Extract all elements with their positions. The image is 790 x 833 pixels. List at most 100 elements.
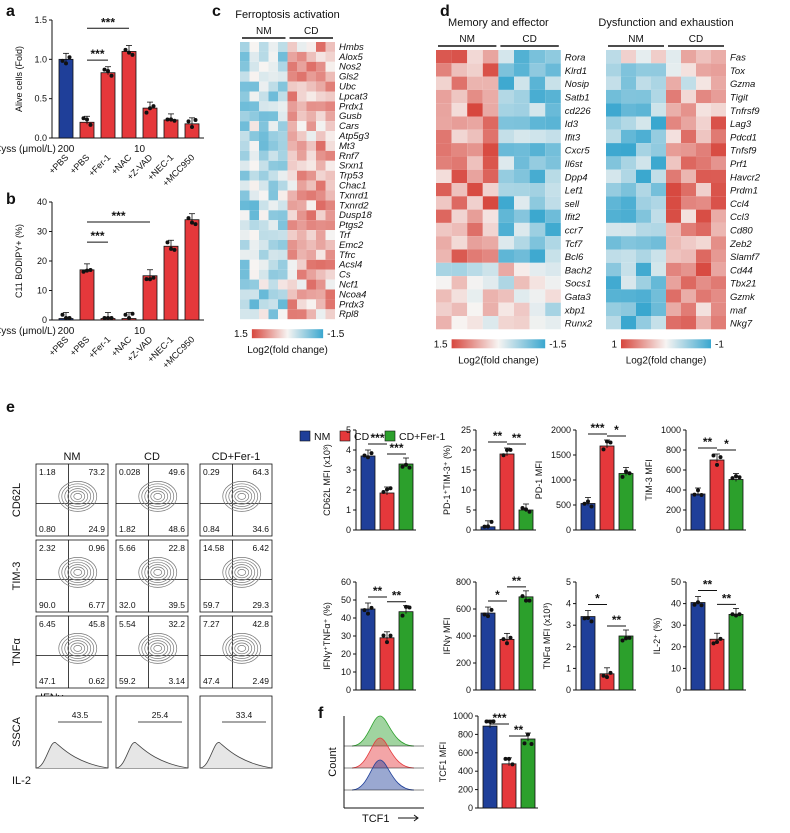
column-header: CD+Fer-1 bbox=[212, 451, 261, 463]
heat-cell bbox=[306, 220, 316, 231]
gene-label: Fas bbox=[730, 53, 746, 64]
y-tick-label: 1500 bbox=[551, 450, 571, 460]
data-point bbox=[369, 605, 374, 610]
heat-cell bbox=[306, 111, 316, 122]
heat-cell bbox=[240, 259, 250, 270]
gene-label: Prdx3 bbox=[339, 299, 365, 310]
heat-cell bbox=[514, 169, 530, 183]
heat-cell bbox=[436, 302, 452, 316]
heat-cell bbox=[268, 71, 278, 82]
heat-cell bbox=[316, 141, 326, 151]
y-tick-label: 5 bbox=[466, 505, 471, 515]
quadrant-value: 14.58 bbox=[203, 543, 225, 553]
heat-cell bbox=[240, 240, 250, 250]
heat-cell bbox=[297, 220, 307, 231]
heat-cell bbox=[259, 150, 269, 161]
gene-label: Gzmk bbox=[730, 292, 756, 303]
heat-cell bbox=[297, 240, 307, 250]
data-point bbox=[67, 316, 72, 320]
heat-cell bbox=[666, 169, 681, 183]
heat-cell bbox=[306, 230, 316, 240]
heat-cell bbox=[325, 61, 335, 72]
heat-cell bbox=[681, 129, 696, 144]
heat-cell bbox=[514, 196, 530, 210]
heat-cell bbox=[545, 262, 561, 277]
heat-cell bbox=[482, 50, 499, 64]
quadrant-value: 24.9 bbox=[88, 524, 105, 534]
contour bbox=[225, 559, 259, 586]
heat-cell bbox=[278, 269, 288, 280]
heat-cell bbox=[451, 222, 468, 237]
y-tick-label: 4 bbox=[566, 599, 571, 609]
bar bbox=[121, 51, 137, 139]
gene-label: Rnf7 bbox=[339, 151, 360, 162]
data-point bbox=[144, 277, 149, 282]
histogram-curve bbox=[351, 737, 415, 769]
data-point bbox=[381, 490, 386, 495]
y-tick-label: 200 bbox=[456, 658, 471, 668]
sig-label: ** bbox=[392, 589, 402, 603]
contour bbox=[58, 557, 98, 588]
heat-cell bbox=[636, 129, 651, 144]
heat-cell bbox=[297, 160, 307, 171]
data-point bbox=[165, 240, 170, 245]
heat-cell bbox=[621, 50, 636, 64]
y-tick-label: 800 bbox=[456, 577, 471, 587]
heat-cell bbox=[621, 316, 636, 330]
heat-cell bbox=[287, 299, 297, 310]
data-point bbox=[605, 675, 609, 680]
heat-cell bbox=[259, 160, 269, 171]
data-point bbox=[366, 611, 370, 616]
heat-cell bbox=[325, 180, 335, 191]
heat-cell bbox=[606, 50, 621, 64]
y-tick-label: 15 bbox=[461, 465, 471, 475]
heat-cell bbox=[268, 141, 278, 151]
heat-cell bbox=[268, 289, 278, 300]
y-tick-label: 20 bbox=[341, 649, 351, 659]
heat-cell bbox=[249, 160, 259, 171]
heat-cell bbox=[259, 249, 269, 260]
gene-label: Cd80 bbox=[730, 226, 753, 237]
data-point bbox=[624, 469, 628, 474]
legend-colorbar bbox=[451, 339, 546, 349]
heat-cell bbox=[436, 196, 452, 210]
histogram-curve bbox=[115, 742, 189, 769]
heat-cell bbox=[306, 170, 316, 181]
flow-y-label: TNFα bbox=[11, 637, 23, 665]
panel-f-hist: Count TCF1 bbox=[327, 715, 424, 825]
contour bbox=[144, 637, 172, 659]
data-point bbox=[737, 475, 742, 480]
heat-cell bbox=[651, 89, 666, 104]
heat-cell bbox=[306, 210, 316, 221]
heat-cell bbox=[651, 143, 666, 157]
quadrant-value: 47.1 bbox=[39, 676, 56, 686]
heat-cell bbox=[711, 183, 726, 197]
heat-cell bbox=[451, 236, 468, 250]
gene-label: sell bbox=[565, 199, 580, 210]
heat-cell bbox=[278, 71, 288, 82]
heat-cell bbox=[306, 180, 316, 191]
heat-cell bbox=[514, 76, 530, 90]
sig-label: ** bbox=[703, 578, 713, 592]
heat-cell bbox=[545, 103, 561, 117]
heat-cell bbox=[681, 302, 696, 316]
heat-cell bbox=[482, 209, 499, 223]
heat-cell bbox=[696, 316, 711, 330]
heat-cell bbox=[278, 121, 288, 132]
heat-cell bbox=[297, 279, 307, 290]
legend-colorbar bbox=[621, 339, 711, 349]
heat-cell bbox=[249, 101, 259, 112]
data-point bbox=[102, 316, 107, 320]
heat-cell bbox=[651, 169, 666, 183]
heat-cell bbox=[545, 156, 561, 170]
heat-cell bbox=[606, 316, 621, 330]
contour bbox=[67, 640, 89, 657]
heat-cell bbox=[482, 289, 499, 303]
gene-label: Zeb2 bbox=[729, 239, 752, 250]
heat-cell bbox=[325, 71, 335, 82]
heat-cell bbox=[666, 262, 681, 277]
gene-label: Slamf7 bbox=[730, 252, 760, 263]
heat-cell bbox=[259, 259, 269, 270]
heat-cell bbox=[325, 91, 335, 102]
